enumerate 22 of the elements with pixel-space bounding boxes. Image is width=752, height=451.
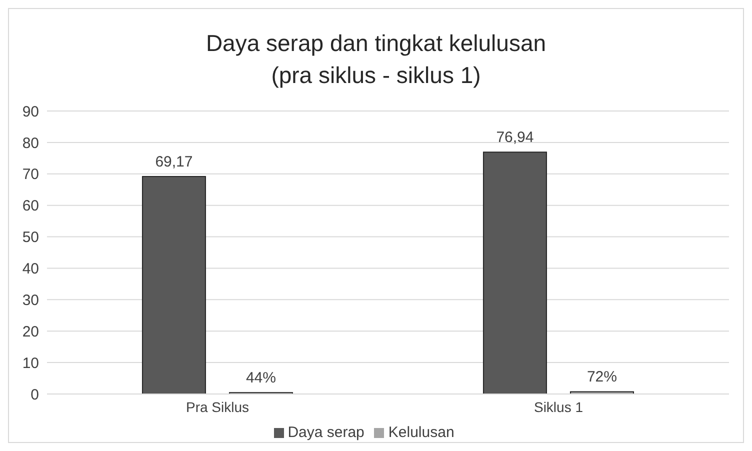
y-tick-label: 70	[22, 166, 39, 184]
bar	[482, 152, 547, 394]
y-tick-label: 30	[22, 292, 39, 309]
y-tick-label: 10	[22, 354, 39, 372]
data-label: 72%	[586, 368, 617, 386]
data-label: 44%	[246, 370, 276, 387]
y-tick-label: 50	[22, 229, 39, 246]
legend-label: Kelulusan	[388, 424, 454, 441]
data-label: 76,94	[496, 129, 534, 146]
bar	[570, 391, 634, 394]
x-tick-label: Siklus 1	[534, 398, 584, 415]
y-tick-label: 20	[22, 323, 39, 340]
y-tick-label: 40	[22, 260, 39, 278]
x-tick-label: Pra Siklus	[186, 398, 250, 415]
bar	[142, 176, 206, 394]
y-tick-label: 60	[22, 198, 39, 215]
legend-label: Daya serap	[288, 424, 364, 441]
data-label: 69,17	[155, 154, 193, 170]
chart-title: Daya serap dan tingkat kelulusan (pra siklus - siklus 1)	[204, 29, 548, 90]
y-tick-label: 80	[22, 134, 39, 152]
y-tick-label: 0	[30, 386, 39, 404]
y-tick-label: 90	[22, 103, 39, 120]
